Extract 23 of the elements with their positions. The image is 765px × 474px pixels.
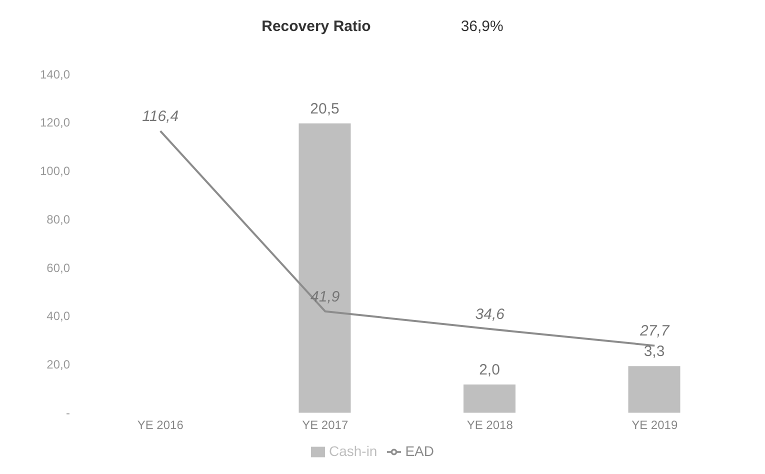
y-tick-label: 140,0 bbox=[40, 67, 70, 82]
data-label: 20,5 bbox=[310, 100, 340, 118]
y-tick-label: 80,0 bbox=[46, 212, 70, 226]
data-label: 2,0 bbox=[479, 361, 500, 378]
legend-label: Cash-in bbox=[328, 442, 378, 459]
y-tick-label: 100,0 bbox=[40, 164, 70, 178]
y-tick-label: 40,0 bbox=[46, 309, 70, 324]
data-label: 116,4 bbox=[142, 108, 179, 126]
text: 36,9% bbox=[460, 18, 504, 34]
x-tick-label: YE 2018 bbox=[466, 418, 514, 432]
data-label: 34,6 bbox=[475, 306, 506, 323]
y-tick-label: 20,0 bbox=[46, 358, 70, 372]
x-tick-label: YE 2017 bbox=[302, 418, 348, 432]
y-tick-label: 60,0 bbox=[46, 260, 70, 275]
x-tick-label: YE 2019 bbox=[632, 418, 678, 432]
legend-label: EAD bbox=[405, 442, 434, 459]
y-tick-label: - bbox=[66, 406, 70, 420]
chart-title: Recovery Ratio bbox=[262, 18, 371, 34]
data-label: 27,7 bbox=[639, 322, 670, 340]
x-tick-label: YE 2016 bbox=[137, 418, 184, 432]
data-label: 41,9 bbox=[310, 288, 340, 306]
data-label: 3,3 bbox=[644, 343, 665, 360]
y-tick-label: 120,0 bbox=[40, 116, 70, 130]
